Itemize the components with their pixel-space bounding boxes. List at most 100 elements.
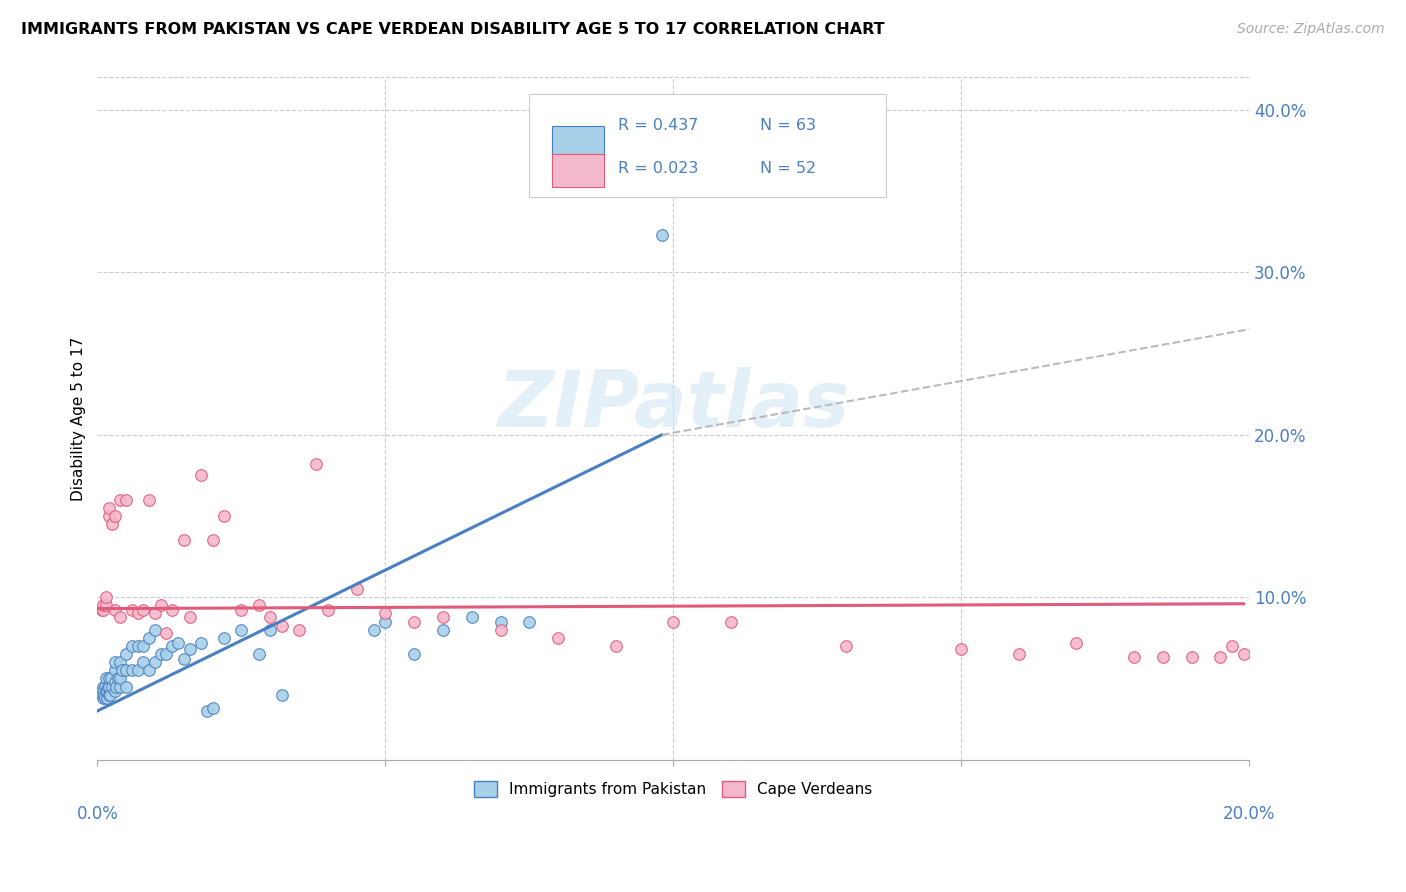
Point <box>96 690 118 705</box>
Point <box>346 582 368 596</box>
Point <box>270 688 292 702</box>
Point <box>155 647 177 661</box>
Point <box>91 688 114 702</box>
Point <box>91 680 114 694</box>
Point <box>720 615 742 629</box>
Point <box>94 680 117 694</box>
Point <box>97 688 120 702</box>
FancyBboxPatch shape <box>553 126 605 159</box>
Point <box>288 623 311 637</box>
Point <box>115 664 138 678</box>
Point <box>132 639 155 653</box>
Point <box>231 603 253 617</box>
Point <box>201 700 224 714</box>
Point <box>461 609 484 624</box>
Point <box>201 533 224 548</box>
Point <box>1232 647 1254 661</box>
Text: IMMIGRANTS FROM PAKISTAN VS CAPE VERDEAN DISABILITY AGE 5 TO 17 CORRELATION CHAR: IMMIGRANTS FROM PAKISTAN VS CAPE VERDEAN… <box>21 22 884 37</box>
Text: N = 63: N = 63 <box>759 118 815 133</box>
Point <box>100 672 122 686</box>
Point <box>104 509 127 524</box>
Point <box>107 672 129 686</box>
FancyBboxPatch shape <box>553 153 605 186</box>
Point <box>94 690 117 705</box>
Point <box>97 680 120 694</box>
Point <box>104 664 127 678</box>
Point <box>374 615 396 629</box>
Point <box>374 607 396 621</box>
Point <box>110 664 132 678</box>
Point <box>167 636 190 650</box>
Point <box>950 642 973 657</box>
Point <box>247 647 270 661</box>
Point <box>104 655 127 669</box>
Point <box>115 647 138 661</box>
Point <box>127 664 149 678</box>
Point <box>91 684 114 698</box>
Point <box>97 680 120 694</box>
Point <box>110 609 132 624</box>
Point <box>91 599 114 613</box>
Point <box>662 615 685 629</box>
Point <box>432 609 454 624</box>
Point <box>1123 650 1146 665</box>
Point <box>97 509 120 524</box>
Point <box>127 639 149 653</box>
Point <box>110 680 132 694</box>
Text: ZIPatlas: ZIPatlas <box>498 367 849 443</box>
Point <box>363 623 385 637</box>
Point <box>143 655 166 669</box>
Point <box>305 457 328 471</box>
Point <box>110 655 132 669</box>
Point <box>489 623 512 637</box>
Point <box>91 690 114 705</box>
Point <box>121 664 143 678</box>
Point <box>94 599 117 613</box>
Point <box>94 672 117 686</box>
Point <box>212 631 235 645</box>
Point <box>173 533 195 548</box>
Point <box>97 672 120 686</box>
Point <box>517 615 540 629</box>
Legend: Immigrants from Pakistan, Cape Verdeans: Immigrants from Pakistan, Cape Verdeans <box>468 775 879 803</box>
Point <box>149 599 172 613</box>
Point <box>121 603 143 617</box>
Point <box>259 623 281 637</box>
Point <box>1066 636 1088 650</box>
Point <box>179 609 201 624</box>
Text: R = 0.437: R = 0.437 <box>619 118 699 133</box>
Point <box>98 688 121 702</box>
Point <box>835 639 858 653</box>
Text: N = 52: N = 52 <box>759 161 815 177</box>
Point <box>132 603 155 617</box>
Point <box>547 631 569 645</box>
Point <box>149 647 172 661</box>
Point <box>110 672 132 686</box>
Point <box>489 615 512 629</box>
Point <box>132 655 155 669</box>
Point <box>121 639 143 653</box>
Point <box>94 591 117 605</box>
Point <box>404 615 426 629</box>
Point <box>104 684 127 698</box>
Point <box>160 639 183 653</box>
Point <box>91 603 114 617</box>
Text: Source: ZipAtlas.com: Source: ZipAtlas.com <box>1237 22 1385 37</box>
Point <box>212 509 235 524</box>
Point <box>605 639 627 653</box>
Point <box>97 500 120 515</box>
Point <box>195 704 218 718</box>
Point <box>100 517 122 532</box>
Point <box>432 623 454 637</box>
Point <box>179 642 201 657</box>
Y-axis label: Disability Age 5 to 17: Disability Age 5 to 17 <box>72 336 86 500</box>
Point <box>94 684 117 698</box>
Point <box>138 492 160 507</box>
Point <box>190 636 212 650</box>
Point <box>270 619 292 633</box>
Point <box>1181 650 1204 665</box>
Point <box>173 652 195 666</box>
Point <box>127 607 149 621</box>
Point <box>143 607 166 621</box>
Point <box>138 664 160 678</box>
